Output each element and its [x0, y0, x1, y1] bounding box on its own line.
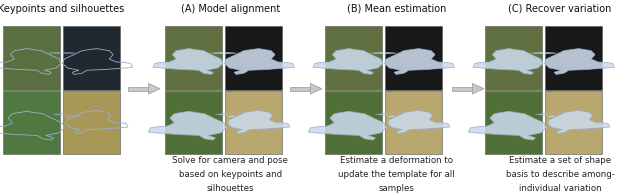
Bar — [385, 90, 442, 154]
Text: basis to describe among-: basis to describe among- — [506, 170, 614, 179]
Text: Solve for camera and pose: Solve for camera and pose — [172, 156, 289, 165]
Text: (A) Model alignment: (A) Model alignment — [180, 4, 280, 14]
Text: (C) Recover variation: (C) Recover variation — [508, 4, 612, 14]
Polygon shape — [545, 52, 557, 54]
Polygon shape — [211, 52, 223, 54]
Polygon shape — [313, 49, 383, 74]
Text: Estimate a deformation to: Estimate a deformation to — [340, 156, 453, 165]
Bar — [325, 26, 383, 90]
Polygon shape — [148, 111, 226, 140]
Text: silhouettes: silhouettes — [207, 184, 254, 193]
Bar — [128, 87, 148, 91]
Text: individual variation: individual variation — [518, 184, 602, 193]
Bar — [385, 26, 442, 90]
Polygon shape — [548, 115, 561, 117]
Bar — [225, 90, 282, 154]
Text: Estimate a set of shape: Estimate a set of shape — [509, 156, 611, 165]
Bar — [452, 87, 472, 91]
Polygon shape — [531, 52, 543, 54]
Polygon shape — [468, 111, 546, 140]
Polygon shape — [371, 52, 383, 54]
Text: update the template for all: update the template for all — [339, 170, 455, 179]
Bar — [165, 26, 223, 90]
Polygon shape — [388, 110, 450, 133]
Polygon shape — [308, 111, 386, 140]
Polygon shape — [385, 49, 454, 74]
Polygon shape — [385, 52, 397, 54]
Polygon shape — [216, 114, 226, 115]
Polygon shape — [228, 110, 290, 133]
Polygon shape — [153, 49, 223, 74]
Polygon shape — [473, 49, 543, 74]
Text: based on keypoints and: based on keypoints and — [179, 170, 282, 179]
Bar — [485, 90, 543, 154]
Text: Keypoints and silhouettes: Keypoints and silhouettes — [0, 4, 124, 14]
Polygon shape — [310, 83, 322, 94]
Polygon shape — [376, 114, 386, 115]
Bar — [325, 90, 383, 154]
Text: (B) Mean estimation: (B) Mean estimation — [347, 4, 447, 14]
Polygon shape — [545, 49, 614, 74]
Bar — [63, 90, 120, 154]
Bar — [3, 26, 61, 90]
Polygon shape — [225, 52, 237, 54]
Polygon shape — [388, 115, 401, 117]
Bar — [545, 26, 602, 90]
Bar — [225, 26, 282, 90]
Bar — [165, 90, 223, 154]
Polygon shape — [225, 49, 294, 74]
Polygon shape — [536, 114, 546, 115]
Polygon shape — [228, 115, 241, 117]
Polygon shape — [548, 110, 610, 133]
Bar — [545, 90, 602, 154]
Polygon shape — [148, 83, 160, 94]
Polygon shape — [472, 83, 484, 94]
Bar — [290, 87, 310, 91]
Bar — [63, 26, 120, 90]
Bar — [485, 26, 543, 90]
Text: samples: samples — [379, 184, 415, 193]
Bar — [3, 90, 61, 154]
